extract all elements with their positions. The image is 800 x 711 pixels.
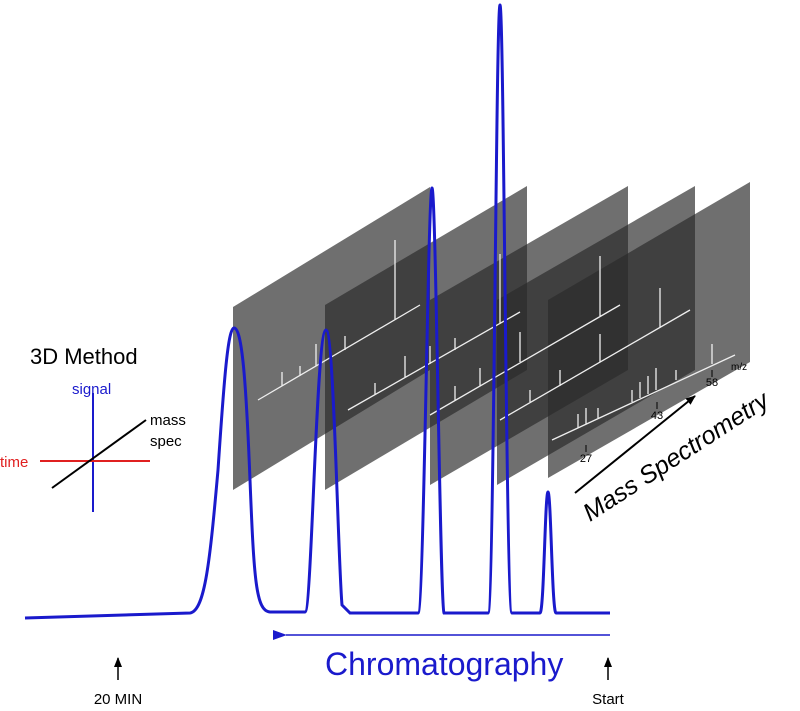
- mass-axis: [51, 419, 147, 489]
- ms-spectra: [257, 240, 736, 441]
- start-label: Start: [592, 691, 625, 708]
- ms-tick-marks: [585, 370, 713, 452]
- chrom-label: Chromatography: [325, 646, 563, 682]
- peak-label: 58: [706, 377, 718, 389]
- mz-label: m/z: [731, 362, 747, 373]
- time-label: time: [0, 454, 28, 471]
- peak-label: 43: [651, 410, 663, 422]
- chromatogram: [24, 3, 610, 620]
- peak-label: 27: [580, 453, 592, 465]
- ms-arrow: [574, 395, 696, 494]
- signal-label: signal: [72, 381, 111, 398]
- mass-label: spec: [150, 433, 182, 450]
- mass-label: mass: [150, 412, 186, 429]
- end-label: 20 MIN: [94, 691, 142, 708]
- legend-title: 3D Method: [30, 344, 138, 369]
